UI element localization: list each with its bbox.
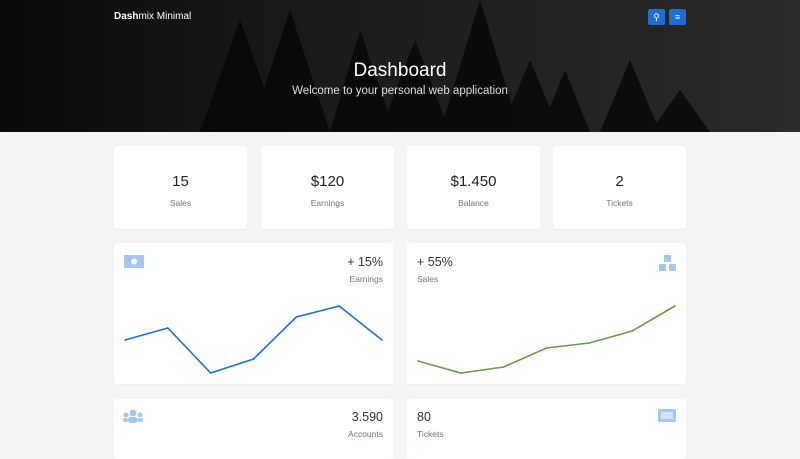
users-icon xyxy=(123,409,143,423)
stat-value: 15 xyxy=(172,173,189,190)
data-point xyxy=(460,372,462,374)
series-line xyxy=(124,305,383,374)
data-point xyxy=(338,305,340,307)
data-point xyxy=(167,327,169,329)
accounts-label: Accounts xyxy=(348,429,383,439)
page-subtitle: Welcome to your personal web application xyxy=(292,85,508,97)
money-bill-icon xyxy=(124,255,144,268)
stat-label: Sales xyxy=(169,198,192,208)
sales-widget[interactable]: + 55% Sales xyxy=(407,243,686,384)
tickets-value: 80 xyxy=(417,410,431,424)
data-point xyxy=(381,339,383,341)
menu-button[interactable]: ≡ xyxy=(669,9,686,25)
earnings-widget[interactable]: + 15% Earnings xyxy=(114,243,393,384)
stat-card-earnings[interactable]: $120 Earnings xyxy=(261,146,394,229)
hero-header: Dashmix Minimal ⚲ ≡ Dashboard Welcome to… xyxy=(0,0,800,132)
data-point xyxy=(631,330,633,332)
tickets-label: Tickets xyxy=(417,429,444,439)
stat-label: Balance xyxy=(458,198,489,208)
brand-logo[interactable]: Dashmix Minimal xyxy=(114,11,192,22)
ticket-icon xyxy=(658,409,676,422)
sales-change: + 55% xyxy=(417,255,453,269)
data-point xyxy=(124,339,126,341)
data-point xyxy=(295,316,298,318)
stat-value: $1.450 xyxy=(450,173,497,190)
stat-value: $120 xyxy=(310,173,345,190)
accounts-widget[interactable]: 3.590 Accounts xyxy=(114,399,393,459)
earnings-sparkline xyxy=(124,305,383,374)
search-button[interactable]: ⚲ xyxy=(648,9,665,25)
data-point xyxy=(545,347,548,349)
menu-icon: ≡ xyxy=(674,12,681,22)
stat-card-balance[interactable]: $1.450 Balance xyxy=(407,146,540,229)
accounts-value: 3.590 xyxy=(351,410,383,424)
sales-label: Sales xyxy=(417,274,439,284)
sales-sparkline xyxy=(417,305,676,374)
search-icon: ⚲ xyxy=(653,11,660,22)
data-point xyxy=(209,372,212,374)
forest-background xyxy=(200,0,710,132)
boxes-icon xyxy=(659,255,676,271)
data-point xyxy=(674,305,676,307)
stat-card-tickets[interactable]: 2 Tickets xyxy=(553,146,686,229)
stat-label: Tickets xyxy=(606,198,633,208)
data-point xyxy=(588,342,591,344)
earnings-label: Earnings xyxy=(349,274,383,284)
stat-card-sales[interactable]: 15 Sales xyxy=(114,146,247,229)
tickets-widget[interactable]: 80 Tickets xyxy=(407,399,686,459)
earnings-change: + 15% xyxy=(347,255,383,269)
data-point xyxy=(502,366,505,368)
series-line xyxy=(417,305,676,374)
stat-label: Earnings xyxy=(310,198,345,208)
data-point xyxy=(252,358,255,360)
page-title: Dashboard xyxy=(353,60,447,81)
stat-value: 2 xyxy=(615,173,624,190)
data-point xyxy=(417,360,419,362)
